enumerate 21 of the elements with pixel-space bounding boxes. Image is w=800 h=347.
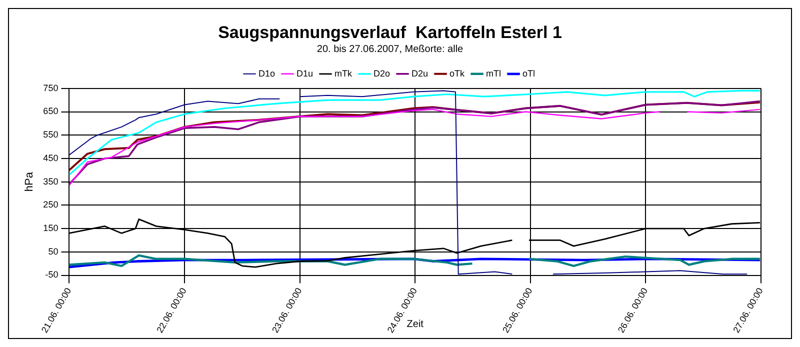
y-tick-label: 550 [43, 130, 58, 140]
y-tick-label: 450 [43, 152, 58, 163]
y-tick-label: -50 [45, 270, 58, 280]
x-axis-title: Zeit [406, 318, 424, 330]
y-tick-label: 250 [43, 200, 58, 210]
legend-label: mTl [486, 68, 502, 78]
legend-label: oTk [450, 68, 466, 78]
chart-subtitle: 20. bis 27.06.2007, Meßorte: alle [316, 44, 464, 56]
chart-title: Saugspannungsverlauf Kartoffeln Esterl 1 [218, 22, 562, 42]
y-axis-title: hPa [24, 171, 36, 192]
y-tick-label: 350 [43, 176, 58, 186]
y-tick-label: 150 [43, 223, 58, 234]
y-tick-label: 650 [43, 106, 58, 116]
y-tick-label: 750 [43, 82, 58, 93]
legend-label: mTk [334, 68, 352, 78]
y-tick-label: 50 [48, 246, 58, 256]
legend-label: D1u [296, 68, 314, 78]
legend-label: oTl [522, 68, 536, 78]
legend-label: D1o [258, 68, 275, 78]
legend-label: D2u [412, 68, 428, 78]
legend-label: D2o [374, 68, 390, 78]
